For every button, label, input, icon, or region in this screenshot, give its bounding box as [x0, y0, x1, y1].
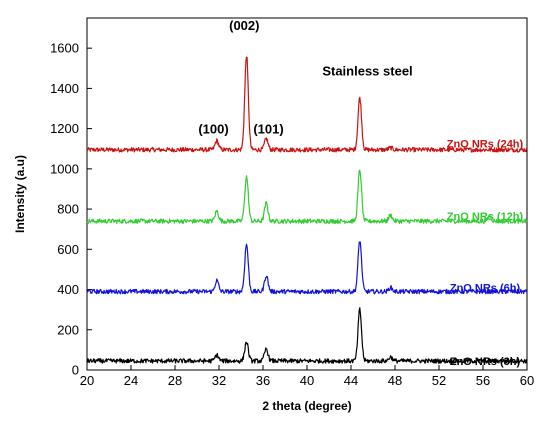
peak-annotation: (002) — [229, 18, 259, 33]
y-tick-label: 0 — [72, 363, 79, 378]
peak-annotations: (100) (002) (101) Stainless steel — [198, 18, 412, 137]
series-labels: ZnO NRs (24h) ZnO NRs (12h) ZnO NRs (6h) Zn… — [447, 139, 524, 368]
y-tick-label: 600 — [57, 242, 79, 257]
axis-ticks: 20 24 28 32 36 40 44 48 52 56 60020040060080010001… — [50, 41, 534, 388]
y-tick-label: 400 — [57, 282, 79, 297]
y-tick-label: 200 — [57, 322, 79, 337]
x-tick-label: 36 — [256, 373, 270, 388]
y-tick-label: 800 — [57, 202, 79, 217]
series-line — [86, 169, 528, 224]
x-tick-label: 40 — [300, 373, 314, 388]
x-tick-label: 56 — [476, 373, 490, 388]
x-tick-label: 28 — [168, 373, 182, 388]
x-tick-label: 20 — [80, 373, 94, 388]
series-lines — [86, 56, 528, 364]
y-tick-label: 1600 — [50, 41, 79, 56]
x-tick-label: 48 — [388, 373, 402, 388]
plot-frame — [86, 17, 528, 371]
x-tick-label: 60 — [520, 373, 534, 388]
x-tick-label: 44 — [344, 373, 358, 388]
series-name-label: ZnO NRs (3h) — [450, 356, 521, 368]
series-name-label: ZnO NRs (12h) — [447, 211, 524, 223]
series-line — [86, 307, 528, 364]
series-name-label: ZnO NRs (6h) — [450, 283, 521, 295]
x-tick-label: 52 — [432, 373, 446, 388]
x-axis-label: 2 theta (degree) — [262, 399, 351, 413]
x-tick-label: 32 — [212, 373, 226, 388]
y-tick-label: 1400 — [50, 81, 79, 96]
y-tick-label: 1200 — [50, 121, 79, 136]
y-axis-label: Intensity (a.u) — [13, 155, 27, 233]
series-line — [86, 56, 528, 153]
y-tick-label: 1000 — [50, 161, 79, 176]
peak-annotation: (100) — [198, 122, 228, 137]
plot-border — [86, 17, 528, 371]
peak-annotation: Stainless steel — [322, 63, 412, 78]
series-name-label: ZnO NRs (24h) — [447, 139, 524, 151]
peak-annotation: (101) — [253, 122, 283, 137]
series-line — [86, 241, 528, 295]
x-tick-label: 24 — [124, 373, 138, 388]
